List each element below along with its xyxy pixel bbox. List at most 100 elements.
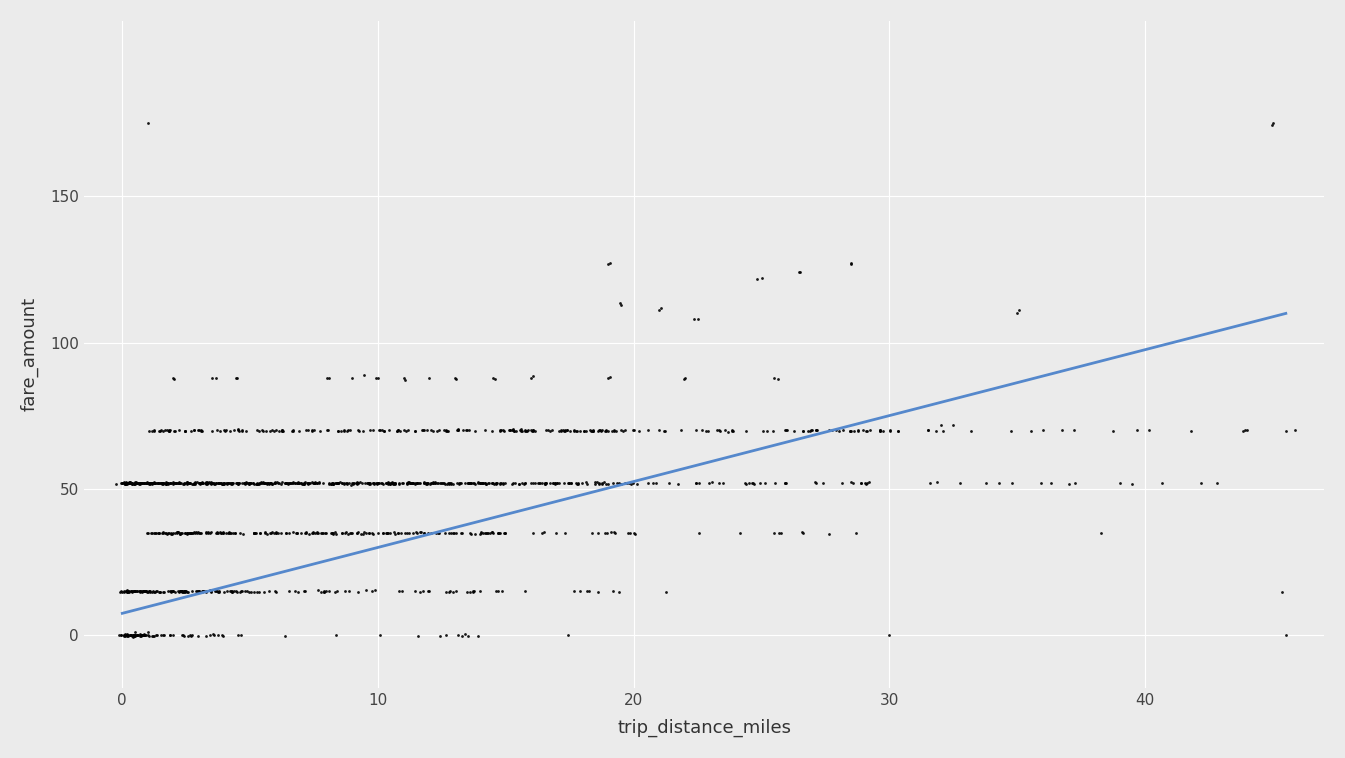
Point xyxy=(483,478,504,490)
Point xyxy=(565,425,586,437)
Point xyxy=(604,527,625,539)
Point xyxy=(124,630,145,642)
Point xyxy=(582,424,604,437)
Point xyxy=(274,630,296,642)
Point xyxy=(168,477,190,489)
Point xyxy=(133,477,155,489)
Point xyxy=(468,476,490,488)
Point xyxy=(276,527,297,539)
Point xyxy=(261,526,282,538)
Point xyxy=(256,477,277,489)
Point xyxy=(471,527,492,539)
Point xyxy=(155,478,176,490)
Point xyxy=(171,586,192,598)
Point xyxy=(346,477,367,489)
Point xyxy=(120,629,141,641)
Point xyxy=(114,630,136,642)
Point xyxy=(126,477,148,489)
Point xyxy=(144,424,165,437)
Point xyxy=(121,478,143,490)
Point xyxy=(395,477,417,489)
Point xyxy=(137,626,159,638)
Point xyxy=(160,478,182,490)
Point xyxy=(399,477,421,489)
Point xyxy=(180,424,202,437)
Point xyxy=(600,371,621,384)
Point xyxy=(824,424,846,436)
Point xyxy=(436,424,457,437)
Point xyxy=(225,527,246,539)
Point xyxy=(304,527,325,539)
Point xyxy=(184,478,206,490)
Point xyxy=(153,628,175,641)
Point xyxy=(523,478,545,490)
Point xyxy=(597,258,619,270)
Point xyxy=(235,424,257,437)
Point xyxy=(457,630,479,642)
Point xyxy=(208,585,230,597)
Point xyxy=(377,527,398,539)
Point xyxy=(270,424,292,436)
Point xyxy=(187,526,208,538)
Point xyxy=(124,629,145,641)
Point xyxy=(565,477,586,489)
Point xyxy=(163,476,184,488)
Point xyxy=(382,477,404,489)
Point xyxy=(207,477,229,489)
Point xyxy=(534,478,555,490)
Point xyxy=(139,424,160,437)
Point xyxy=(293,477,315,489)
Point xyxy=(514,585,535,597)
Point xyxy=(176,478,198,490)
Point xyxy=(199,476,221,488)
Point xyxy=(543,477,565,489)
Point xyxy=(187,424,208,437)
Point xyxy=(362,477,383,489)
Point xyxy=(182,585,203,597)
Point xyxy=(172,585,194,597)
Point xyxy=(130,477,152,489)
Point xyxy=(282,424,304,437)
Point xyxy=(215,424,237,436)
Point xyxy=(187,585,208,597)
Point xyxy=(574,424,596,437)
Point xyxy=(206,424,227,436)
Point xyxy=(1190,477,1212,489)
Point xyxy=(324,526,346,538)
Point xyxy=(171,585,192,597)
Point xyxy=(356,477,378,489)
Point xyxy=(293,478,315,490)
Point xyxy=(818,528,839,540)
Point xyxy=(516,424,538,437)
Point xyxy=(126,628,148,641)
Point xyxy=(847,424,869,437)
Point xyxy=(252,476,273,488)
Point xyxy=(231,477,253,489)
Point xyxy=(432,478,453,490)
Point xyxy=(535,477,557,489)
Point xyxy=(125,477,147,489)
Point xyxy=(385,477,406,489)
Point xyxy=(406,527,428,539)
Point xyxy=(130,629,152,641)
Point xyxy=(456,424,477,437)
Point xyxy=(582,424,604,437)
Point xyxy=(775,477,796,489)
Point xyxy=(776,424,798,437)
Point xyxy=(284,585,305,597)
Point xyxy=(950,477,971,489)
Point xyxy=(160,477,182,489)
Point xyxy=(239,477,261,489)
Point xyxy=(541,424,562,436)
Point xyxy=(266,476,288,488)
Point xyxy=(775,477,796,489)
Point xyxy=(691,424,713,436)
Point xyxy=(282,478,304,490)
Point xyxy=(336,477,358,489)
Point xyxy=(253,477,274,489)
Point xyxy=(514,477,535,489)
Point xyxy=(234,477,256,489)
Point xyxy=(436,424,457,437)
Point xyxy=(301,424,323,437)
Point xyxy=(674,371,695,384)
